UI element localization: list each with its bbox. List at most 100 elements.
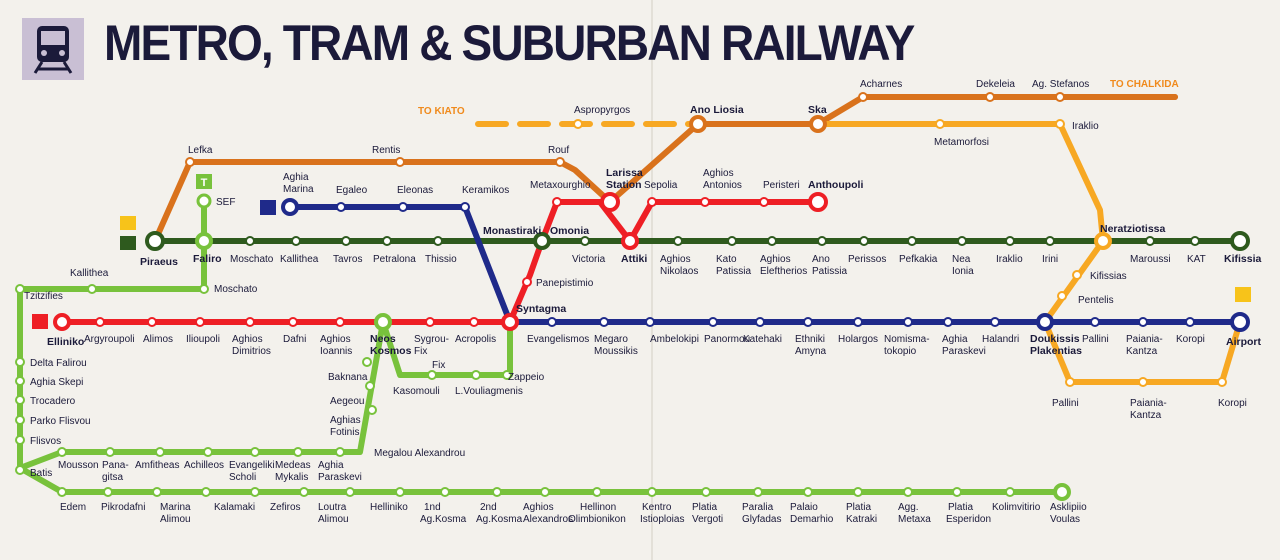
metro-icon: [260, 200, 276, 215]
station-label: Paraskevi: [942, 346, 986, 357]
terminus-asklipiio: [1053, 483, 1071, 501]
station-label: Dimitrios: [232, 346, 271, 357]
station-label: Pikrodafni: [101, 502, 145, 513]
station-dot: [199, 284, 209, 294]
station-dot: [755, 317, 765, 327]
station-dot: [1090, 317, 1100, 327]
station-label: TO CHALKIDA: [1110, 79, 1179, 90]
station-label: Marina: [283, 184, 314, 195]
station-dot: [647, 487, 657, 497]
station-label: Neos: [370, 333, 396, 345]
metro-icon: [32, 314, 48, 329]
station-label: Dekeleia: [976, 79, 1015, 90]
station-label: Argyroupoli: [84, 334, 135, 345]
station-dot: [288, 317, 298, 327]
station-label: Metamorfosi: [934, 137, 989, 148]
station-dot: [1190, 236, 1200, 246]
station-dot: [1005, 236, 1015, 246]
station-label: Alexandros: [523, 514, 573, 525]
station-label: Helliniko: [370, 502, 408, 513]
station-dot: [203, 447, 213, 457]
station-dot: [1055, 119, 1065, 129]
station-label: Flisvos: [30, 436, 61, 447]
station-label: Piraeus: [140, 256, 178, 268]
station-label: Katraki: [846, 514, 877, 525]
station-label: Paralia: [742, 502, 774, 513]
suburban-line-airport: [815, 121, 1243, 385]
station-dot: [293, 447, 303, 457]
station-label: Katehaki: [743, 334, 782, 345]
station-label: Megalou Alexandrou: [374, 448, 465, 459]
station-label: Fix: [432, 360, 445, 371]
station-label: Mousson: [58, 460, 99, 471]
station-label: Achilleos: [184, 460, 224, 471]
station-dot: [1138, 377, 1148, 387]
station-label: Maroussi: [1130, 254, 1171, 265]
station-dot: [858, 92, 868, 102]
tram-icon: [196, 174, 212, 189]
station-sef: [196, 193, 212, 209]
station-label: Sepolia: [644, 180, 678, 191]
station-label: Dafni: [283, 334, 306, 345]
station-label: Alimou: [318, 514, 349, 525]
station-label: Paiania-: [1126, 334, 1163, 345]
station-label: Marina: [160, 502, 191, 513]
station-label: Kasomouli: [393, 386, 440, 397]
station-label: Kantza: [1126, 346, 1158, 357]
station-dot: [540, 487, 550, 497]
station-label: Ilioupoli: [186, 334, 220, 345]
station-dot: [460, 202, 470, 212]
terminus-airport: [1230, 312, 1250, 332]
station-dot: [647, 197, 657, 207]
station-label: Nomisma-: [884, 334, 930, 345]
station-label: Palaio: [790, 502, 818, 513]
station-label: Asklipiio: [1050, 502, 1087, 513]
station-dot: [1045, 236, 1055, 246]
metro-icon: [120, 236, 136, 250]
station-label: Peristeri: [763, 180, 800, 191]
station-label: Kentro: [642, 502, 672, 513]
station-dot: [1145, 236, 1155, 246]
station-dot: [15, 395, 25, 405]
station-label: Eleftherios: [760, 266, 807, 277]
station-label: Kolimvitirio: [992, 502, 1041, 513]
station-label: Edem: [60, 502, 86, 513]
station-label: Omonia: [550, 225, 589, 237]
station-label: Nea: [952, 254, 971, 265]
suburban-line-west: [152, 94, 1178, 244]
interchange-neratziotissa: [1094, 232, 1112, 250]
metro-line-3: [287, 204, 1243, 325]
station-label: Alimou: [160, 514, 191, 525]
station-label: Monastiraki: [483, 225, 541, 237]
page-fold: [651, 0, 653, 560]
station-dot: [245, 236, 255, 246]
station-label: Aghias: [330, 415, 361, 426]
train-icon: [1235, 287, 1251, 302]
station-dot: [767, 236, 777, 246]
interchange-neos-kosmos: [374, 313, 392, 331]
station-dot: [15, 376, 25, 386]
station-label: SEF: [216, 197, 235, 208]
station-label: Keramikos: [462, 185, 509, 196]
station-dot: [335, 447, 345, 457]
station-label: Batis: [30, 468, 52, 479]
station-label: Sygrou-: [414, 334, 449, 345]
terminus-kifissia: [1230, 231, 1250, 251]
station-label: Hellinon: [580, 502, 616, 513]
train-icon: [22, 18, 84, 80]
station-label: Lefka: [188, 145, 213, 156]
station-dot: [952, 487, 962, 497]
badges: T: [32, 174, 1251, 329]
station-label: Pefkakia: [899, 254, 938, 265]
station-label: Anthoupoli: [808, 179, 863, 191]
station-label: Ionia: [952, 266, 974, 277]
interchange-ska: [809, 115, 827, 133]
station-label: Aghia Skepi: [30, 377, 83, 388]
station-label: Petralona: [373, 254, 416, 265]
station-dot: [903, 317, 913, 327]
station-dot: [573, 119, 583, 129]
station-label: Koropi: [1218, 398, 1247, 409]
station-label: Platia: [846, 502, 871, 513]
station-dot: [853, 487, 863, 497]
